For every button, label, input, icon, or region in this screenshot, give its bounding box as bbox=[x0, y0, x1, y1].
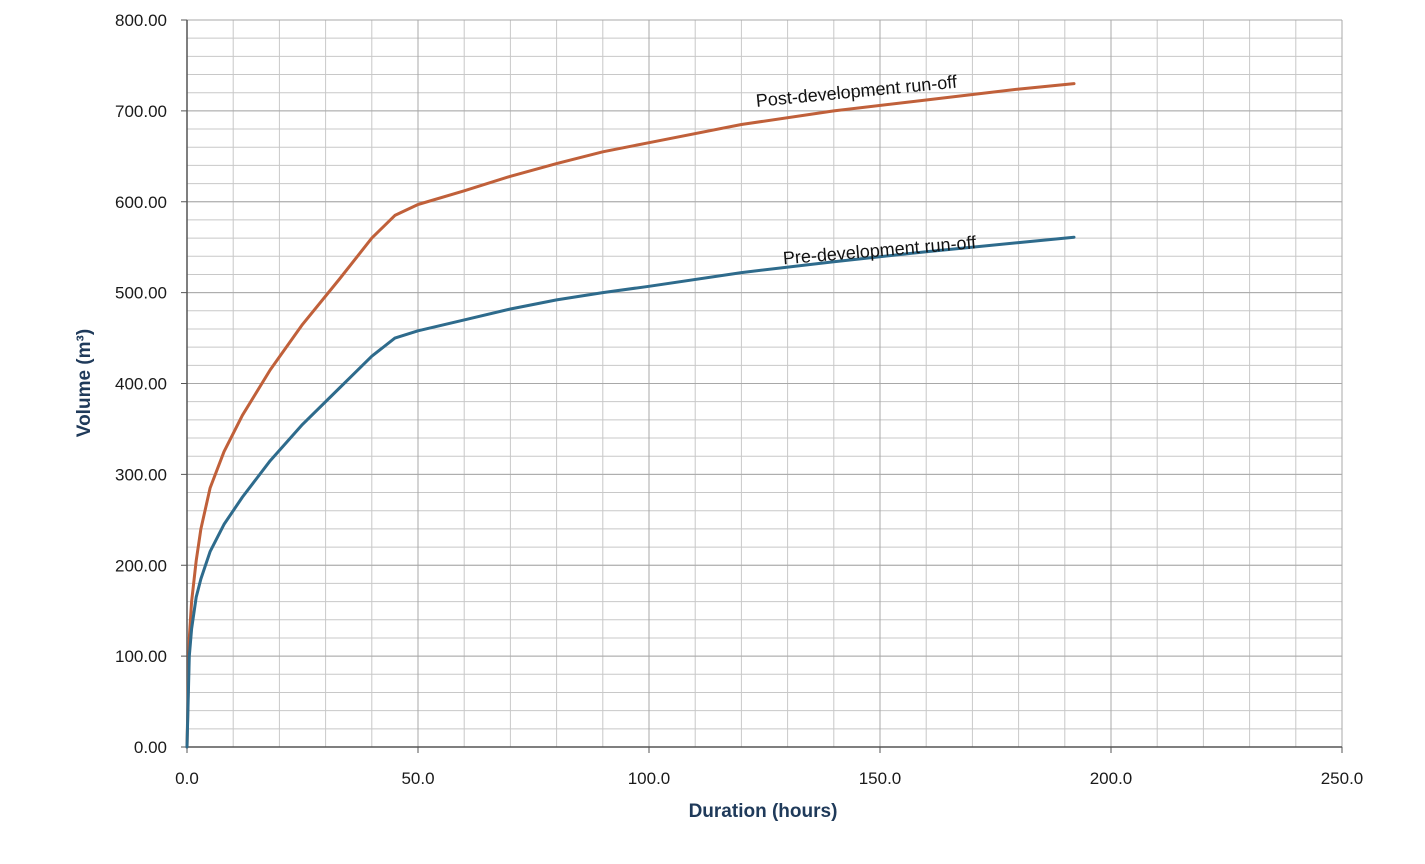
y-tick-label: 500.00 bbox=[115, 284, 167, 303]
x-tick-label: 200.0 bbox=[1090, 769, 1133, 788]
y-tick-label: 400.00 bbox=[115, 375, 167, 394]
x-tick-label: 250.0 bbox=[1321, 769, 1364, 788]
y-tick-label: 0.00 bbox=[134, 738, 167, 757]
y-tick-label: 800.00 bbox=[115, 11, 167, 30]
x-tick-label: 100.0 bbox=[628, 769, 671, 788]
y-tick-label: 100.00 bbox=[115, 647, 167, 666]
post-development-line bbox=[185, 82, 1076, 749]
y-axis-title: Volume (m³) bbox=[74, 329, 95, 437]
axes bbox=[181, 19, 1343, 753]
x-tick-label: 0.0 bbox=[175, 769, 199, 788]
y-tick-label: 200.00 bbox=[115, 556, 167, 575]
y-tick-label: 700.00 bbox=[115, 102, 167, 121]
x-tick-label: 150.0 bbox=[859, 769, 902, 788]
x-tick-label: 50.0 bbox=[401, 769, 434, 788]
y-tick-label: 600.00 bbox=[115, 193, 167, 212]
gridlines bbox=[186, 19, 1343, 748]
y-tick-label: 300.00 bbox=[115, 465, 167, 484]
series-lines bbox=[185, 82, 1076, 749]
x-axis-title: Duration (hours) bbox=[689, 801, 838, 822]
pre-development-line bbox=[185, 235, 1076, 749]
